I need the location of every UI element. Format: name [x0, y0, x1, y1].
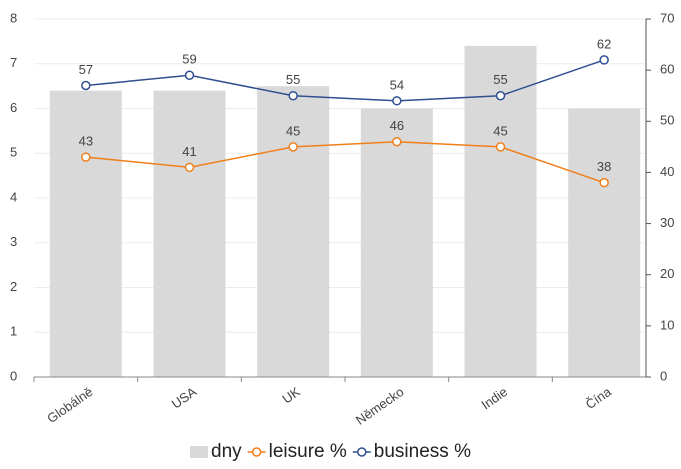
data-label: 55: [493, 72, 507, 87]
x-tick-label: Globálně: [44, 384, 95, 426]
bar: [568, 108, 641, 377]
bar: [360, 108, 433, 377]
y-tick-label: 1: [10, 324, 17, 339]
point: [184, 162, 195, 173]
data-label: 41: [182, 144, 196, 159]
legend-swatch: [357, 447, 367, 457]
y-tick-label: 4: [10, 189, 17, 204]
y-tick-label: 8: [10, 10, 17, 25]
legend-item: business %: [352, 441, 471, 462]
y-tick-label: 3: [10, 234, 17, 249]
data-label: 55: [286, 72, 300, 87]
point: [599, 177, 609, 188]
y2-tick-label: 0: [660, 368, 667, 383]
x-tick-label: USA: [169, 384, 200, 412]
data-label: 38: [597, 159, 611, 174]
legend-label: dny: [211, 441, 242, 462]
point: [392, 96, 402, 106]
x-tick-label: Čína: [583, 384, 615, 412]
point: [184, 70, 195, 81]
point: [81, 152, 91, 162]
y2-tick-label: 70: [660, 10, 674, 25]
legend-item: leisure %: [247, 441, 347, 462]
data-label: 62: [597, 36, 611, 51]
line: [85, 59, 605, 102]
y-tick-label: 0: [10, 368, 17, 383]
y-tick-label: 5: [10, 145, 17, 160]
y-tick-label: 2: [10, 279, 17, 294]
bar: [464, 45, 537, 377]
legend-swatch: [251, 447, 262, 457]
data-label: 54: [390, 77, 404, 92]
y2-tick-label: 40: [660, 164, 674, 179]
y2-tick-label: 60: [660, 62, 674, 77]
x-tick-label: Německo: [353, 384, 407, 428]
bar: [49, 90, 122, 377]
y2-tick-label: 30: [660, 215, 674, 230]
line: [85, 140, 605, 184]
data-label: 45: [286, 123, 300, 138]
y2-tick-label: 20: [660, 266, 674, 281]
point: [81, 80, 91, 91]
x-tick-label: Indie: [478, 384, 510, 412]
data-label: 57: [79, 62, 93, 77]
point: [288, 142, 298, 152]
legend-swatch: [190, 446, 208, 458]
y-tick-label: 7: [10, 55, 17, 70]
point: [288, 90, 298, 101]
point: [392, 136, 402, 147]
legend-item: dny: [190, 441, 242, 462]
legend-label: leisure %: [269, 441, 347, 462]
data-label: 45: [493, 123, 507, 138]
point: [495, 142, 506, 152]
point: [599, 55, 609, 65]
data-label: 43: [79, 134, 93, 149]
legend-label: business %: [374, 441, 471, 462]
y-tick-label: 6: [10, 100, 17, 115]
point: [495, 90, 506, 101]
bar: [257, 86, 330, 377]
x-tick-label: UK: [279, 384, 303, 407]
data-label: 59: [182, 52, 196, 67]
data-label: 46: [390, 118, 404, 133]
y2-tick-label: 10: [660, 317, 674, 332]
y2-tick-label: 50: [660, 113, 674, 128]
bar: [153, 90, 226, 377]
